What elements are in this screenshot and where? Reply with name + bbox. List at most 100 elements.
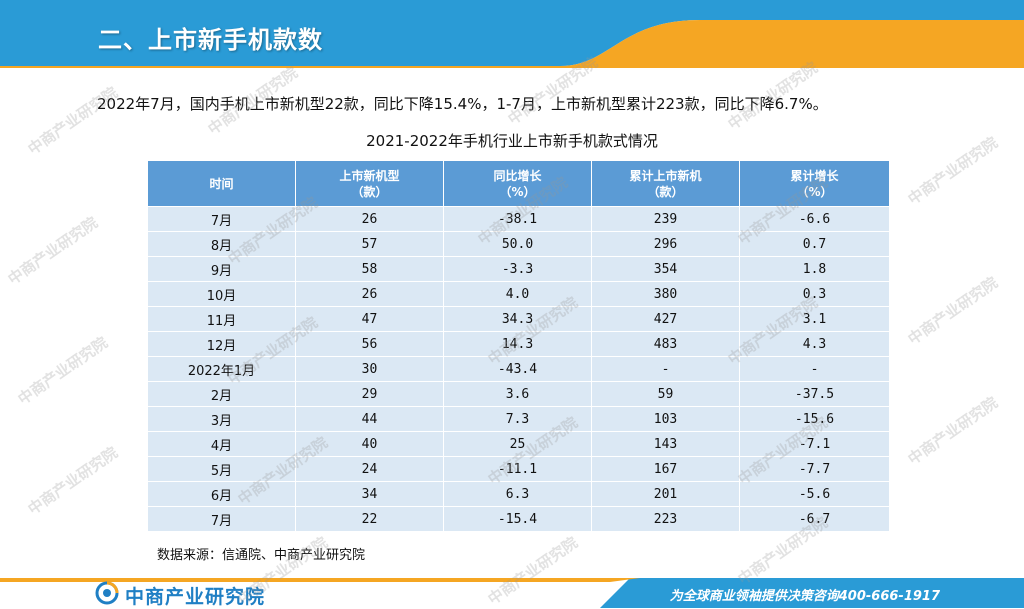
table-row: 7月 26 -38.1 239 -6.6 [147, 206, 890, 232]
cell-time: 12月 [147, 331, 296, 357]
summary-text: 2022年7月，国内手机上市新机型22款，同比下降15.4%，1-7月，上市新机… [97, 95, 828, 113]
cell-cumulative-growth: -6.6 [739, 206, 890, 232]
cell-new-models: 44 [295, 406, 444, 432]
cell-cumulative-growth: -6.7 [739, 506, 890, 532]
table-row: 8月 57 50.0 296 0.7 [147, 231, 890, 257]
cell-cumulative-models: 223 [591, 506, 740, 532]
cell-cumulative-models: 380 [591, 281, 740, 307]
cell-yoy-growth: -11.1 [443, 456, 592, 482]
cell-cumulative-models: 201 [591, 481, 740, 507]
header-time: 时间 [147, 160, 296, 207]
cell-cumulative-growth: 3.1 [739, 306, 890, 332]
table-row: 3月 44 7.3 103 -15.6 [147, 406, 890, 432]
company-logo[interactable]: 中商产业研究院 [95, 580, 285, 608]
slogan-text: 为全球商业领袖提供决策咨询400-666-1917 [669, 589, 940, 604]
header-yoy-growth: 同比增长 （%） [443, 160, 592, 207]
header-bar: 二、上市新手机款数 [0, 0, 1024, 70]
footer-background [0, 578, 1024, 608]
cell-time: 9月 [147, 256, 296, 282]
cell-time: 7月 [147, 206, 296, 232]
watermark-text: 中商产业研究院 [4, 213, 101, 289]
cell-yoy-growth: -15.4 [443, 506, 592, 532]
cell-new-models: 34 [295, 481, 444, 507]
table-row: 11月 47 34.3 427 3.1 [147, 306, 890, 332]
cell-yoy-growth: 3.6 [443, 381, 592, 407]
cell-cumulative-growth: 0.7 [739, 231, 890, 257]
page-title: 二、上市新手机款数 [98, 26, 323, 54]
cell-cumulative-growth: 1.8 [739, 256, 890, 282]
table-row: 10月 26 4.0 380 0.3 [147, 281, 890, 307]
cell-time: 6月 [147, 481, 296, 507]
cell-cumulative-growth: - [739, 356, 890, 382]
cell-cumulative-models: 59 [591, 381, 740, 407]
cell-time: 3月 [147, 406, 296, 432]
cell-time: 11月 [147, 306, 296, 332]
cell-new-models: 47 [295, 306, 444, 332]
cell-new-models: 26 [295, 206, 444, 232]
cell-new-models: 29 [295, 381, 444, 407]
cell-yoy-growth: 50.0 [443, 231, 592, 257]
table-row: 2022年1月 30 -43.4- - [147, 356, 890, 382]
cell-yoy-growth: 7.3 [443, 406, 592, 432]
cell-yoy-growth: 14.3 [443, 331, 592, 357]
table-row: 4月 40 25 143 -7.1 [147, 431, 890, 457]
table-row: 9月 58 -3.3 354 1.8 [147, 256, 890, 282]
cell-cumulative-growth: -7.7 [739, 456, 890, 482]
cell-new-models: 22 [295, 506, 444, 532]
cell-cumulative-models: 167 [591, 456, 740, 482]
cell-new-models: 24 [295, 456, 444, 482]
cell-yoy-growth: 25 [443, 431, 592, 457]
cell-time: 7月 [147, 506, 296, 532]
cell-cumulative-models: 296 [591, 231, 740, 257]
table-row: 12月 56 14.3 483 4.3 [147, 331, 890, 357]
table-row: 7月 22 -15.4 223 -6.7 [147, 506, 890, 532]
data-table: 时间 上市新机型 （款） 同比增长 （%） 累计上市新机 （款） 累计增长 （%） 7月… [147, 160, 890, 532]
cell-cumulative-growth: -15.6 [739, 406, 890, 432]
table-row: 5月 24 -11.1 167 -7.7 [147, 456, 890, 482]
watermark-text: 中商产业研究院 [904, 393, 1001, 469]
cell-cumulative-models: - [591, 356, 740, 382]
cell-time: 8月 [147, 231, 296, 257]
cell-cumulative-models: 427 [591, 306, 740, 332]
table-header-row: 时间 上市新机型 （款） 同比增长 （%） 累计上市新机 （款） 累计增长 （%） [147, 160, 890, 207]
cell-cumulative-models: 239 [591, 206, 740, 232]
cell-cumulative-models: 483 [591, 331, 740, 357]
watermark-text: 中商产业研究院 [904, 273, 1001, 349]
cell-yoy-growth: 34.3 [443, 306, 592, 332]
cell-cumulative-growth: -7.1 [739, 431, 890, 457]
cell-yoy-growth: 4.0 [443, 281, 592, 307]
table-row: 6月 34 6.3 201 -5.6 [147, 481, 890, 507]
logo-mark-icon [95, 581, 119, 605]
watermark-text: 中商产业研究院 [14, 333, 111, 409]
cell-cumulative-models: 143 [591, 431, 740, 457]
cell-cumulative-growth: 4.3 [739, 331, 890, 357]
cell-new-models: 57 [295, 231, 444, 257]
cell-new-models: 40 [295, 431, 444, 457]
cell-cumulative-models: 354 [591, 256, 740, 282]
cell-cumulative-models: 103 [591, 406, 740, 432]
table-body: 7月 26 -38.1 239 -6.6 8月 57 50.0 296 0.7 9月 58 -3.3 35… [147, 206, 890, 532]
cell-cumulative-growth: 0.3 [739, 281, 890, 307]
cell-new-models: 58 [295, 256, 444, 282]
cell-yoy-growth: -43.4 [443, 356, 592, 382]
cell-cumulative-growth: -37.5 [739, 381, 890, 407]
header-background [0, 0, 1024, 70]
header-cumulative-models: 累计上市新机 （款） [591, 160, 740, 207]
logo-text: 中商产业研究院 [125, 586, 266, 608]
cell-yoy-growth: -3.3 [443, 256, 592, 282]
cell-yoy-growth: -38.1 [443, 206, 592, 232]
cell-new-models: 56 [295, 331, 444, 357]
cell-time: 10月 [147, 281, 296, 307]
source-note: 数据来源：信通院、中商产业研究院 [157, 548, 366, 563]
header-cumulative-growth: 累计增长 （%） [739, 160, 890, 207]
cell-time: 4月 [147, 431, 296, 457]
cell-yoy-growth: 6.3 [443, 481, 592, 507]
header-new-models: 上市新机型 （款） [295, 160, 444, 207]
cell-new-models: 30 [295, 356, 444, 382]
cell-cumulative-growth: -5.6 [739, 481, 890, 507]
footer-bar: 中商产业研究院 为全球商业领袖提供决策咨询400-666-1917 [0, 578, 1024, 608]
cell-new-models: 26 [295, 281, 444, 307]
cell-time: 5月 [147, 456, 296, 482]
watermark-text: 中商产业研究院 [24, 443, 121, 519]
cell-time: 2022年1月 [147, 356, 296, 382]
